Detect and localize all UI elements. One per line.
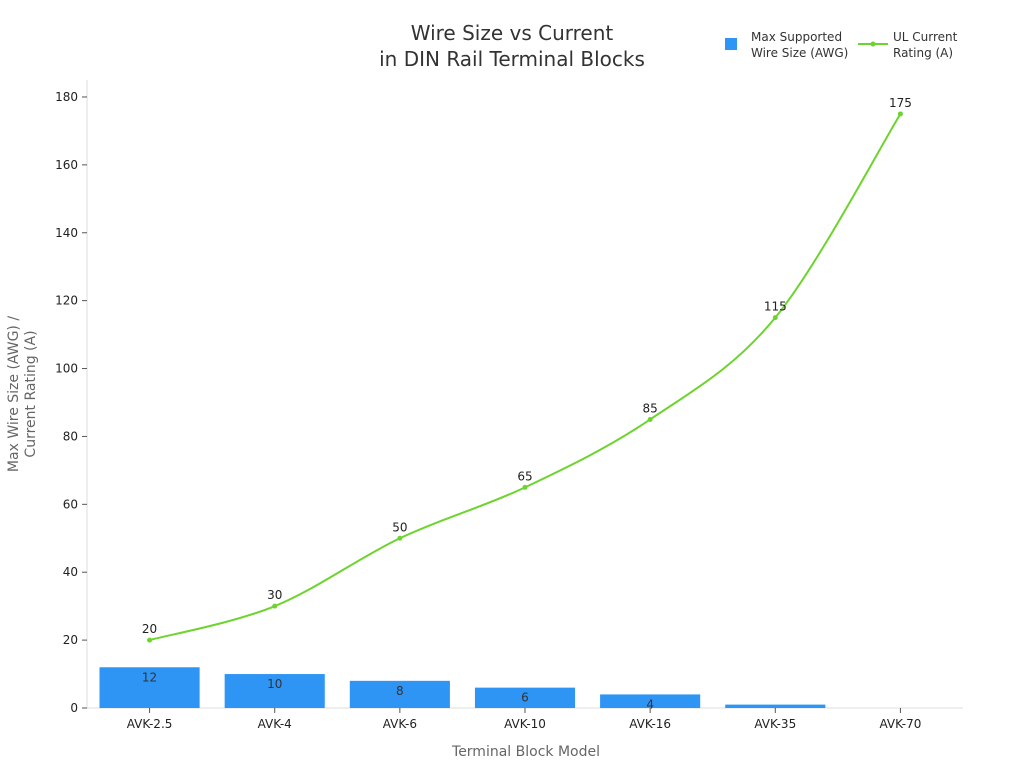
y-tick-label: 80 bbox=[63, 429, 78, 443]
line-data-label: 175 bbox=[889, 96, 912, 110]
bar-data-label: 8 bbox=[396, 684, 404, 698]
line-data-label: 50 bbox=[392, 520, 407, 534]
x-tick-label: AVK-10 bbox=[504, 717, 546, 731]
legend-line-label-line-2: Rating (A) bbox=[893, 46, 953, 60]
bar bbox=[474, 687, 576, 708]
bar-data-labels: 12 10 8 6 4 bbox=[142, 670, 654, 711]
line-series-points bbox=[147, 111, 903, 643]
line-point bbox=[897, 111, 903, 117]
bar bbox=[349, 680, 450, 708]
line-point bbox=[522, 484, 528, 490]
x-tick-label: AVK-2.5 bbox=[127, 717, 173, 731]
y-tick-label: 160 bbox=[55, 158, 78, 172]
x-tick-label: AVK-70 bbox=[879, 717, 921, 731]
bar-data-label: 10 bbox=[267, 677, 282, 691]
bar bbox=[99, 667, 200, 708]
legend-bar-label-line-2: Wire Size (AWG) bbox=[751, 46, 848, 60]
legend-bar-label-line-1: Max Supported bbox=[751, 30, 842, 44]
legend-line-marker bbox=[870, 41, 876, 47]
y-tick-label: 60 bbox=[63, 497, 78, 511]
y-tick-label: 120 bbox=[55, 294, 78, 308]
y-axis-title: Max Wire Size (AWG) / Current Rating (A) bbox=[6, 316, 39, 472]
line-data-label: 115 bbox=[764, 300, 787, 314]
line-data-label: 65 bbox=[517, 469, 532, 483]
y-tick-label: 20 bbox=[63, 633, 78, 647]
bar bbox=[725, 704, 826, 708]
y-axis-title-line-1: Max Wire Size (AWG) / bbox=[6, 316, 22, 472]
y-tick-label: 140 bbox=[55, 226, 78, 240]
x-axis-title: Terminal Block Model bbox=[451, 744, 600, 760]
line-point bbox=[147, 637, 153, 643]
x-axis-ticks: AVK-2.5 AVK-4 AVK-6 AVK-10 AVK-16 AVK-35 AVK-7… bbox=[127, 708, 921, 731]
bar bbox=[600, 694, 701, 708]
bar-data-label: 12 bbox=[142, 670, 157, 684]
y-tick-label: 40 bbox=[63, 565, 78, 579]
y-axis-ticks: 0 20 40 60 80 100 120 140 160 180 bbox=[55, 90, 87, 715]
chart-title-line-1: Wire Size vs Current bbox=[411, 21, 614, 45]
y-tick-label: 100 bbox=[55, 362, 78, 376]
chart-title: Wire Size vs Current in DIN Rail Termina… bbox=[379, 21, 645, 71]
bar bbox=[224, 674, 325, 708]
bar-data-label: 4 bbox=[646, 697, 654, 711]
line-data-labels: 20 30 50 65 85 115 175 bbox=[142, 96, 912, 636]
y-tick-label: 180 bbox=[55, 90, 78, 104]
y-tick-label: 0 bbox=[70, 701, 78, 715]
x-tick-label: AVK-16 bbox=[629, 717, 671, 731]
legend-bar-swatch bbox=[725, 38, 737, 50]
x-tick-label: AVK-35 bbox=[754, 717, 796, 731]
y-axis-title-line-2: Current Rating (A) bbox=[23, 330, 39, 457]
bar-data-label: 6 bbox=[521, 691, 529, 705]
x-tick-label: AVK-6 bbox=[383, 717, 417, 731]
line-data-label: 85 bbox=[643, 401, 658, 415]
line-point bbox=[772, 315, 778, 321]
bar-series bbox=[99, 667, 826, 708]
line-series-path bbox=[149, 113, 902, 642]
x-tick-label: AVK-4 bbox=[258, 717, 292, 731]
chart-title-line-2: in DIN Rail Terminal Blocks bbox=[379, 47, 645, 71]
legend: Max Supported Wire Size (AWG) UL Current… bbox=[725, 30, 958, 60]
legend-line-label-line-1: UL Current bbox=[893, 30, 958, 44]
line-data-label: 30 bbox=[267, 588, 282, 602]
line-point bbox=[272, 603, 278, 609]
line-data-label: 20 bbox=[142, 622, 157, 636]
line-point bbox=[647, 416, 653, 422]
line-point bbox=[397, 535, 403, 541]
